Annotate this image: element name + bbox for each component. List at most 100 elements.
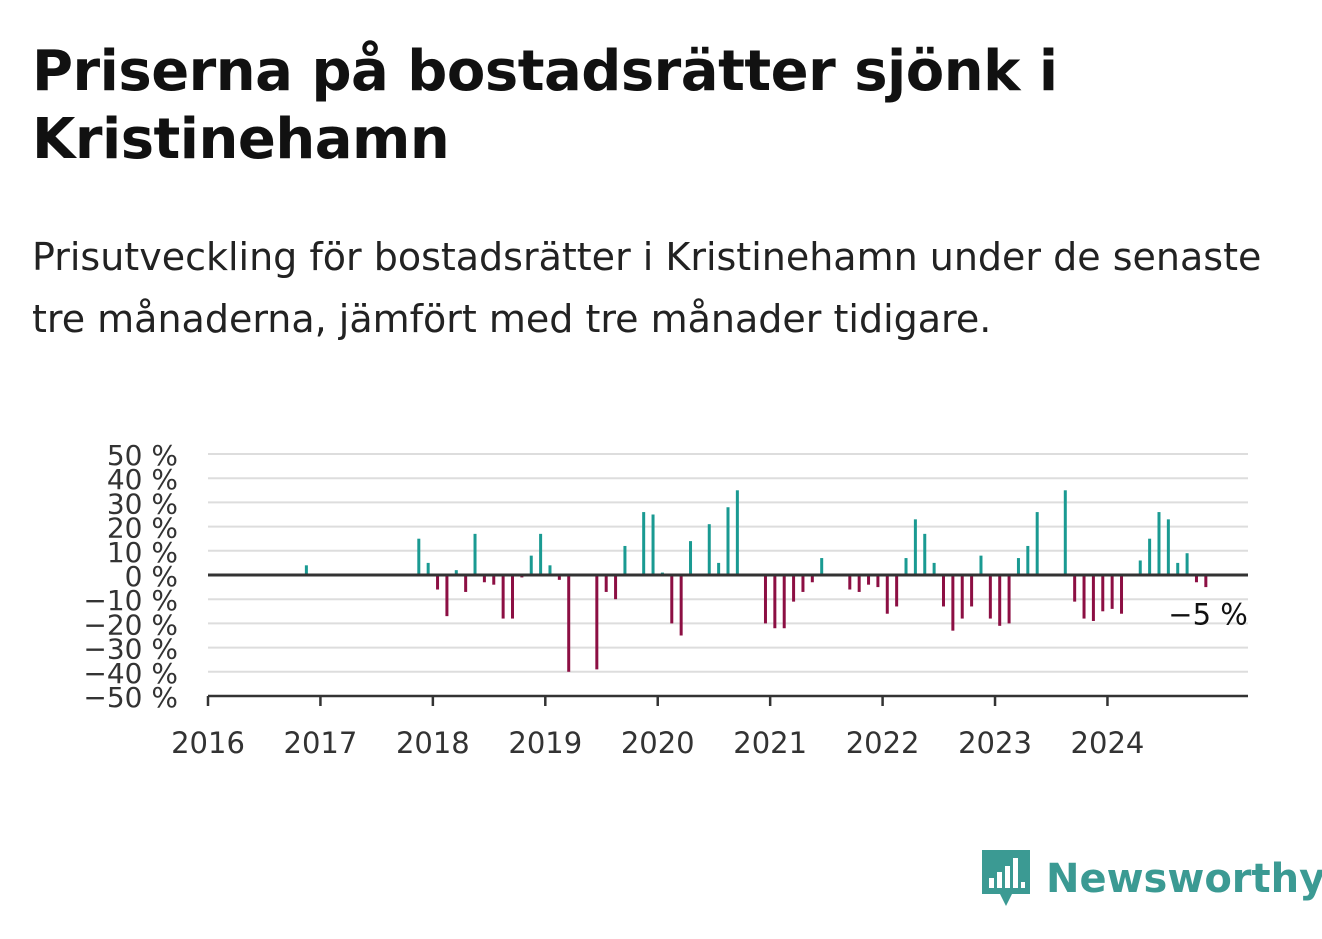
bar [1016,558,1020,575]
bar [1204,575,1208,588]
bar [464,575,468,592]
bar [1120,575,1124,614]
y-tick-label: −30 % [83,633,178,666]
bar [904,558,908,575]
last-value-label: −5 % [1168,597,1248,631]
bar [614,575,618,600]
bar [923,533,927,575]
y-tick-label: −10 % [83,584,178,617]
chart-title: Priserna på bostadsrätter sjönk i Kristi… [32,39,1058,172]
bar [595,575,599,670]
bar [857,575,861,592]
bar [782,575,786,629]
bar [988,575,992,619]
bar [810,575,814,583]
y-tick-label: 0 % [125,560,178,593]
bar [1148,538,1152,575]
bar [1110,575,1114,609]
bar [960,575,964,619]
logo-text: Newsworthy [1046,856,1322,902]
bar [1176,562,1180,575]
bar [951,575,955,631]
bar [735,490,739,575]
bar [913,519,917,575]
bar [1101,575,1105,612]
bar [304,565,308,575]
bar [801,575,805,592]
x-tick-label: 2023 [958,726,1032,760]
x-tick-label: 2021 [733,726,807,760]
bar [623,545,627,575]
newsworthy-logo: Newsworthy [980,848,1322,910]
y-tick-label: −20 % [83,608,178,641]
x-tick-label: 2024 [1071,726,1145,760]
bar [539,533,543,575]
bar [970,575,974,607]
bar [1073,575,1077,602]
bar [932,562,936,575]
bar [642,512,646,575]
x-tick-label: 2018 [396,726,470,760]
y-tick-label: 40 % [107,463,178,496]
bar [548,565,552,575]
bar [670,575,674,624]
bar [567,575,571,672]
bar [1026,545,1030,575]
x-tick-label: 2019 [508,726,582,760]
bar [1082,575,1086,619]
bar [941,575,945,607]
x-tick-label: 2020 [621,726,695,760]
bar [454,570,458,575]
bar [1091,575,1095,621]
bar [1063,490,1067,575]
bar [998,575,1002,626]
bar [895,575,899,607]
y-tick-label: 50 % [107,439,178,472]
bar [792,575,796,602]
bar [604,575,608,592]
bar [876,575,880,588]
y-tick-label: 20 % [107,512,178,545]
bar [679,575,683,636]
bar [773,575,777,629]
bar [763,575,767,624]
bar [473,533,477,575]
bar [1157,512,1161,575]
bar [726,507,730,575]
bar [979,555,983,575]
bar [557,575,561,580]
y-tick-label: −50 % [83,681,178,714]
bar [1007,575,1011,624]
bar [445,575,449,617]
x-tick-label: 2017 [284,726,358,760]
bar [1035,512,1039,575]
bar [651,514,655,575]
chart-subtitle: Prisutveckling för bostadsrätter i Krist… [32,235,1262,341]
bar [848,575,852,590]
bar [689,541,693,575]
bar [1138,560,1142,575]
bar [492,575,496,585]
y-tick-label: −40 % [83,657,178,690]
bar [436,575,440,590]
bar [717,562,721,575]
bar [501,575,505,619]
bar [707,524,711,575]
bar [1194,575,1198,583]
bar [1185,553,1189,575]
bar [482,575,486,583]
x-tick-label: 2016 [171,726,245,760]
x-tick-label: 2022 [846,726,920,760]
y-tick-label: 30 % [107,487,178,520]
newsworthy-logo-icon [982,850,1030,906]
bar [820,558,824,575]
bar [867,575,871,585]
bar [426,562,430,575]
bar [511,575,515,619]
bar-chart: 50 %40 %30 %20 %10 %0 %−10 %−20 %−30 %−4… [83,439,1248,760]
bar [529,555,533,575]
bar [885,575,889,614]
bar [1166,519,1170,575]
y-tick-label: 10 % [107,536,178,569]
bar [417,538,421,575]
